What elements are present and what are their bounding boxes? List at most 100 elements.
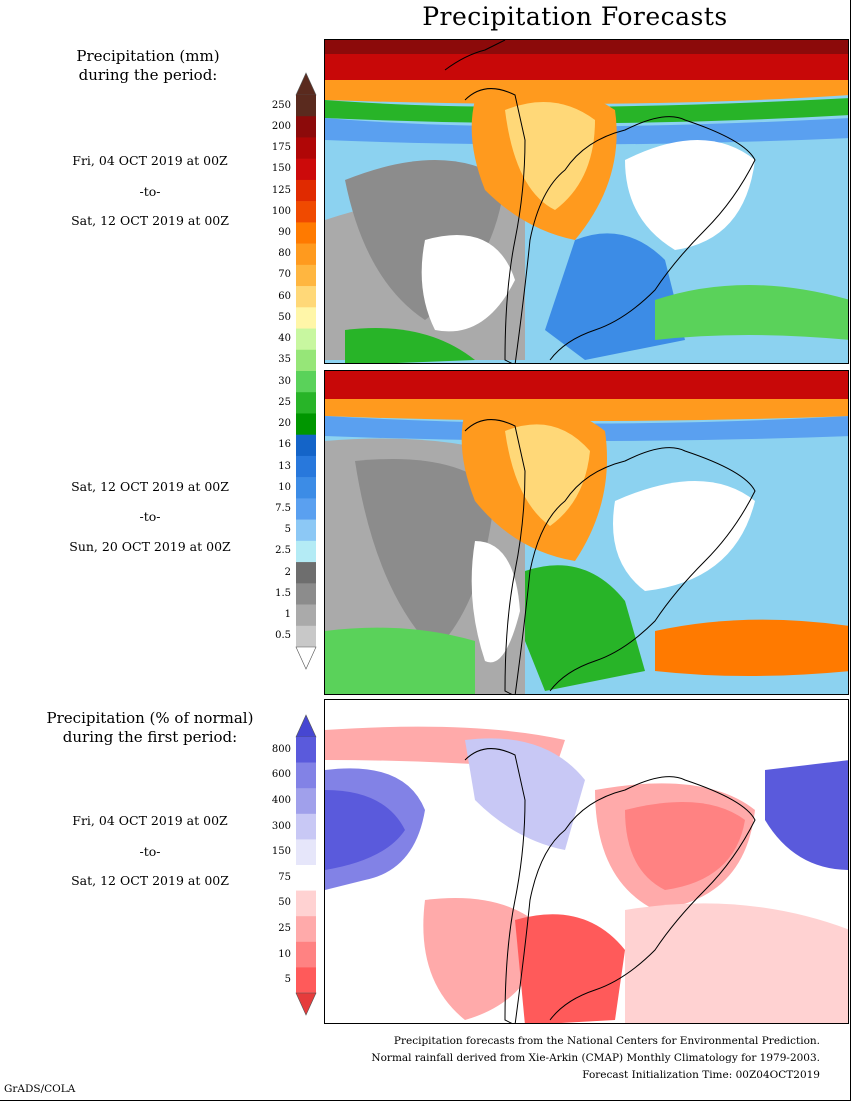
forecast-map-period2 [324,370,849,695]
mm-color-box [296,349,316,372]
mm-color-box [296,498,316,520]
mm-color-box [296,116,316,138]
mm-tick-label: 50 [278,311,291,323]
period2-end: Sun, 20 OCT 2019 at 00Z [69,539,231,554]
mm-colorbar-graphic [295,72,317,670]
pct-tick-label: 800 [271,743,291,755]
mm-color-box [296,222,316,244]
mm-color-box [296,392,316,414]
pct-tick-label: 25 [278,923,291,934]
mm-tick-label: 30 [278,375,291,387]
mm-header-line1: Precipitation (mm) [76,47,220,65]
pct-top-arrow [295,714,317,738]
mm-header-line2: during the period: [78,66,218,84]
map2-graphic [325,371,848,694]
pct-color-box [296,813,316,840]
mm-tick-label: 60 [278,290,291,302]
map1-graphic [325,40,848,363]
mm-tick-label: 70 [278,269,291,281]
mm-color-box [296,286,316,308]
mm-color-box [296,307,316,329]
mm-tick-label: 2.5 [275,545,291,557]
mm-tick-label: 10 [278,481,291,493]
mm-color-box [296,264,316,287]
forecast-map-period1 [324,39,849,364]
pct-tick-label: 10 [278,948,291,960]
mm-tick-label: 250 [271,99,291,111]
pct-bottom-arrow [295,992,317,1016]
mm-color-box [296,477,316,499]
mm-tick-label: 90 [278,227,291,238]
pct-colorbar-graphic [295,714,317,1016]
mm-color-box [296,179,316,202]
pct-color-box [296,941,316,968]
pct-color-box [296,788,316,815]
footer-line1: Precipitation forecasts from the Nationa… [393,1035,820,1047]
pct-tick-label: 400 [271,795,291,806]
mm-color-box [296,625,316,648]
mm-tick-label: 1 [284,609,291,621]
map3-graphic [325,700,848,1023]
period2-sep: -to- [139,509,161,524]
pct-header-line2: during the first period: [62,728,238,746]
mm-tick-label: 125 [271,184,291,196]
mm-tick-label: 20 [278,418,291,430]
pct-color-box [296,916,316,943]
page-title: Precipitation Forecasts [422,2,728,31]
period1-start: Fri, 04 OCT 2019 at 00Z [72,153,228,168]
mm-tick-label: 80 [278,248,291,260]
period1-sep: -to- [139,184,161,199]
pct-tick-label: 300 [271,820,291,832]
mm-color-box [296,519,316,542]
mm-colorbar [295,72,317,670]
mm-tick-label: 1.5 [275,587,291,599]
mm-color-box [296,328,316,351]
percent-normal-map [324,699,849,1024]
credit-label: GrADS/COLA [4,1083,76,1095]
mm-tick-label: 13 [278,460,291,472]
mm-tick-label: 35 [278,354,291,366]
mm-bottom-arrow [295,646,317,670]
right-border [849,0,851,1101]
pct-color-box [296,839,316,866]
mm-tick-label: 40 [278,333,291,345]
mm-color-box [296,95,316,117]
pct-color-box [296,737,316,763]
mm-tick-label: 150 [271,163,291,175]
pct-tick-label: 50 [278,897,291,909]
pct-colorbar [295,714,317,1016]
mm-color-box [296,540,316,563]
mm-tick-label: 200 [271,120,291,132]
period3-sep: -to- [139,844,161,859]
pct-tick-label: 150 [271,846,291,858]
mm-tick-label: 7.5 [275,503,291,514]
pct-color-box [296,890,316,917]
pct-tick-label: 75 [278,871,291,883]
mm-color-box [296,243,316,266]
period3-end: Sat, 12 OCT 2019 at 00Z [71,873,229,888]
footer-line3: Forecast Initialization Time: 00Z04OCT20… [582,1069,820,1081]
mm-legend-header: Precipitation (mm) during the period: [48,47,248,85]
mm-tick-label: 175 [271,142,291,154]
mm-color-box [296,371,316,393]
period1-end: Sat, 12 OCT 2019 at 00Z [71,213,229,228]
pct-color-box [296,762,316,789]
pct-tick-label: 5 [284,974,291,986]
pct-color-box [296,967,316,994]
period2-start: Sat, 12 OCT 2019 at 00Z [71,479,229,494]
bottom-border [0,1099,851,1101]
pct-color-box [296,865,316,891]
mm-color-box [296,455,316,478]
mm-tick-label: 0.5 [275,630,291,642]
mm-color-box [296,604,316,627]
mm-top-arrow [295,72,317,96]
mm-color-box [296,137,316,159]
mm-tick-label: 100 [271,205,291,217]
pct-header-line1: Precipitation (% of normal) [46,709,254,727]
mm-color-box [296,583,316,605]
mm-tick-label: 5 [284,524,291,536]
mm-color-box [296,158,316,181]
footer-notes: Precipitation forecasts from the Nationa… [330,1033,820,1084]
pct-tick-label: 600 [271,769,291,781]
mm-color-box [296,562,316,584]
